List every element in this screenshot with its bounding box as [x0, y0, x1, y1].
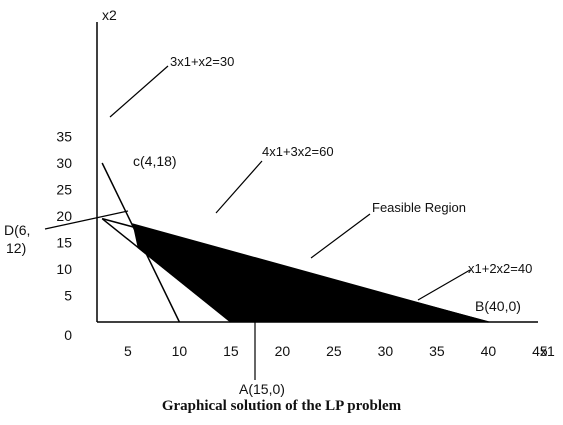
constraint-line-3x1-x2: [101, 162, 181, 323]
leader-3x1-x2: [109, 65, 169, 118]
label-point-a: A(15,0): [239, 381, 285, 397]
label-point-b: B(40,0): [475, 298, 521, 314]
label-point-d-line2: 12): [6, 240, 26, 256]
x-tick-label: 5: [124, 343, 132, 359]
constraint-line-4x1-3x2: [101, 218, 232, 323]
y-tick-labels: 0 5 10 15 20 25 30 35: [56, 129, 72, 344]
x-tick-label: 35: [429, 343, 445, 359]
label-point-c: c(4,18): [133, 153, 177, 169]
label-x1-2x2: x1+2x2=40: [468, 261, 532, 276]
x-tick-labels: 5 10 15 20 25 30 35 40 45: [124, 343, 548, 359]
constraint-line-x1-2x2: [101, 217, 489, 323]
x-tick-label: 20: [275, 343, 291, 359]
x-tick-label: 45: [532, 343, 548, 359]
leader-feasible-region: [310, 213, 371, 259]
leader-4x1-3x2: [215, 160, 263, 214]
x-axis-label: x1: [540, 343, 555, 359]
label-feasible-region: Feasible Region: [372, 200, 466, 215]
y-tick-label: 10: [56, 261, 72, 277]
x-tick-label: 15: [223, 343, 239, 359]
leader-x1-2x2: [417, 269, 471, 301]
y-tick-label: 5: [64, 288, 72, 304]
x-tick-label: 40: [481, 343, 497, 359]
y-tick-label: 20: [56, 208, 72, 224]
label-point-d-line1: D(6,: [4, 222, 30, 238]
y-tick-label: 15: [56, 235, 72, 251]
y-tick-label: 0: [64, 327, 72, 343]
x-tick-label: 10: [172, 343, 188, 359]
x-tick-label: 30: [378, 343, 394, 359]
y-axis-label: x2: [102, 7, 117, 23]
x-tick-label: 25: [326, 343, 342, 359]
leader-point-d: [44, 210, 129, 230]
y-tick-label: 35: [56, 129, 72, 145]
figure-caption: Graphical solution of the LP problem: [161, 398, 402, 414]
label-4x1-3x2: 4x1+3x2=60: [262, 144, 334, 159]
label-3x1-x2: 3x1+x2=30: [170, 54, 234, 69]
y-tick-label: 25: [56, 182, 72, 198]
y-tick-label: 30: [56, 155, 72, 171]
